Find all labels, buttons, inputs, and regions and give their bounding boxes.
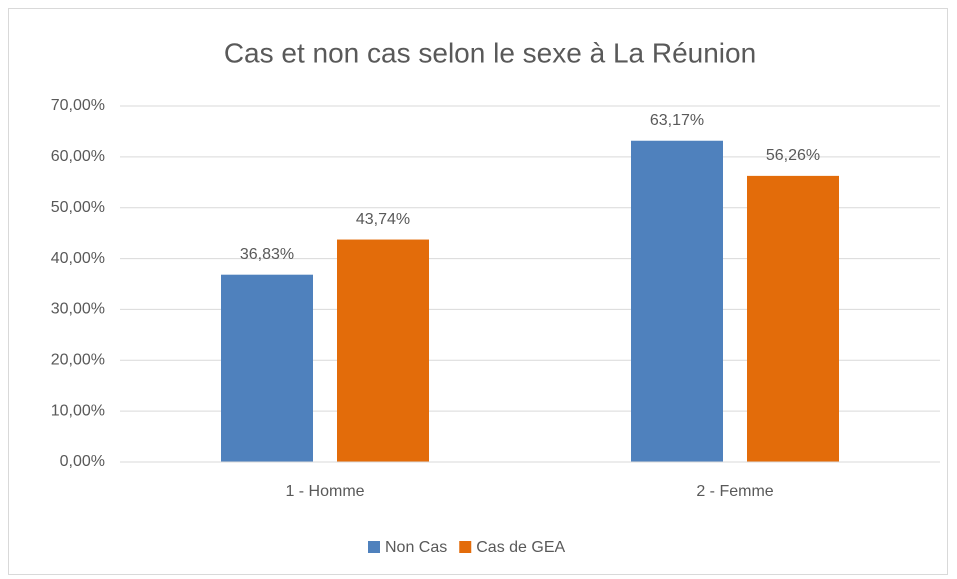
x-tick-label: 1 - Homme bbox=[285, 483, 364, 500]
y-tick-label: 70,00% bbox=[51, 97, 105, 114]
x-tick-label: 2 - Femme bbox=[696, 483, 773, 500]
y-tick-label: 0,00% bbox=[60, 453, 105, 470]
legend-swatch bbox=[459, 541, 472, 553]
data-label: 43,74% bbox=[356, 211, 410, 228]
data-label: 63,17% bbox=[650, 112, 704, 129]
chart-title: Cas et non cas selon le sexe à La Réunio… bbox=[224, 37, 756, 68]
y-tick-label: 50,00% bbox=[51, 199, 105, 216]
y-tick-label: 60,00% bbox=[51, 148, 105, 165]
y-tick-label: 10,00% bbox=[51, 402, 105, 419]
bar bbox=[631, 140, 723, 463]
legend-swatch bbox=[368, 541, 380, 553]
data-label: 56,26% bbox=[766, 147, 820, 164]
data-label: 36,83% bbox=[240, 246, 294, 263]
bar bbox=[221, 274, 313, 462]
legend-label: Cas de GEA bbox=[476, 539, 565, 556]
legend-label: Non Cas bbox=[385, 539, 447, 556]
y-tick-label: 30,00% bbox=[51, 301, 105, 318]
bar bbox=[337, 239, 429, 462]
y-tick-label: 20,00% bbox=[51, 352, 105, 369]
bar bbox=[747, 175, 839, 462]
y-tick-label: 40,00% bbox=[51, 250, 105, 267]
